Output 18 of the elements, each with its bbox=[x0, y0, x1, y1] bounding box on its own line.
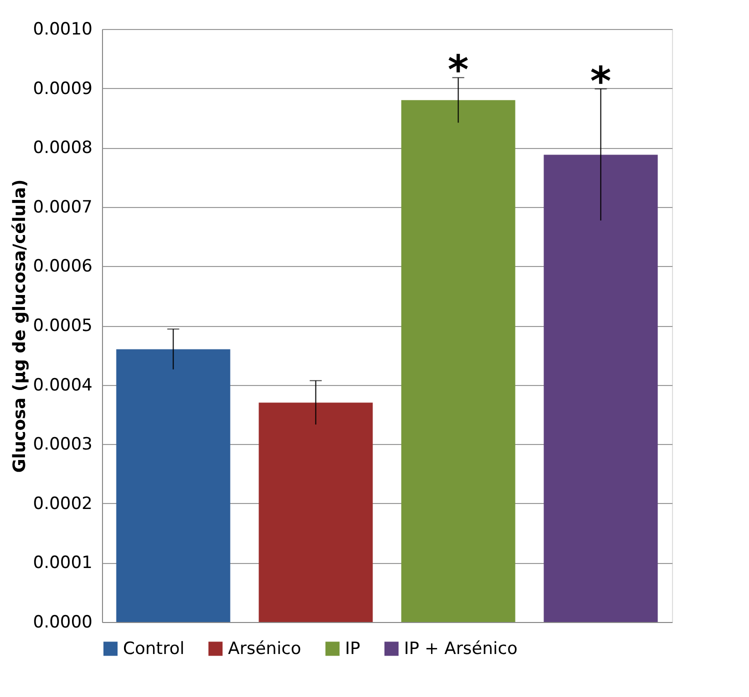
annotation: * bbox=[590, 58, 612, 105]
y-tick-label: 0.0009 bbox=[33, 78, 92, 99]
y-tick-label: 0.0002 bbox=[33, 494, 92, 514]
y-tick-label: 0.0005 bbox=[33, 316, 92, 336]
y-tick-label: 0.0007 bbox=[33, 197, 92, 218]
legend-label: Arsénico bbox=[228, 638, 302, 659]
y-tick-label: 0.0001 bbox=[33, 553, 92, 574]
legend-label: IP bbox=[345, 638, 360, 659]
y-axis-title: Glucosa (µg de glucosa/célula) bbox=[10, 179, 30, 473]
y-tick-label: 0.0000 bbox=[33, 612, 92, 632]
legend-label: Control bbox=[123, 638, 184, 659]
legend-label: IP + Arsénico bbox=[404, 638, 518, 659]
y-tick-label: 0.0008 bbox=[33, 138, 92, 158]
y-tick-label: 0.0003 bbox=[33, 434, 92, 455]
y-tick-label: 0.0004 bbox=[33, 375, 92, 396]
y-tick-label: 0.0006 bbox=[33, 256, 92, 277]
annotation: * bbox=[448, 48, 469, 94]
y-tick-label: 0.0010 bbox=[33, 20, 92, 40]
